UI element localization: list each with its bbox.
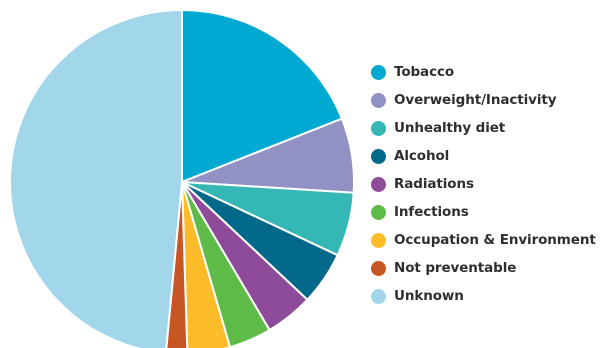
legend-item-overweight-inactivity: Overweight/Inactivity [371, 86, 596, 114]
chart-legend: Tobacco Overweight/Inactivity Unhealthy di… [371, 58, 596, 310]
legend-item-radiations: Radiations [371, 170, 596, 198]
legend-swatch [371, 92, 386, 108]
pie-slice-unknown [8, 9, 183, 348]
pie-slice-tobacco [181, 9, 343, 183]
legend-item-infections: Infections [371, 198, 596, 226]
legend-item-not-preventable: Not preventable [371, 254, 596, 282]
legend-item-alcohol: Alcohol [371, 142, 596, 170]
legend-label: Unhealthy diet [394, 120, 506, 136]
pie-slices [8, 9, 355, 348]
legend-swatch [371, 288, 386, 304]
legend-label: Occupation & Environment [394, 232, 596, 248]
legend-swatch [371, 120, 386, 136]
legend-label: Not preventable [394, 260, 517, 276]
legend-item-unhealthy-diet: Unhealthy diet [371, 114, 596, 142]
legend-swatch [371, 64, 386, 80]
pie-slice-not-preventable [165, 181, 189, 348]
legend-swatch [371, 260, 386, 276]
legend-swatch [371, 176, 386, 192]
legend-label: Alcohol [394, 148, 450, 164]
legend-item-occupation-environment: Occupation & Environment [371, 226, 596, 254]
legend-label: Tobacco [394, 64, 455, 80]
legend-label: Infections [394, 204, 469, 220]
legend-item-tobacco: Tobacco [371, 58, 596, 86]
legend-item-unknown: Unknown [371, 282, 596, 310]
legend-swatch [371, 204, 386, 220]
pie-slice-occupation-environment [181, 181, 231, 348]
legend-label: Overweight/Inactivity [394, 92, 557, 108]
legend-label: Unknown [394, 288, 464, 304]
legend-swatch [371, 232, 386, 248]
legend-label: Radiations [394, 176, 474, 192]
legend-swatch [371, 148, 386, 164]
